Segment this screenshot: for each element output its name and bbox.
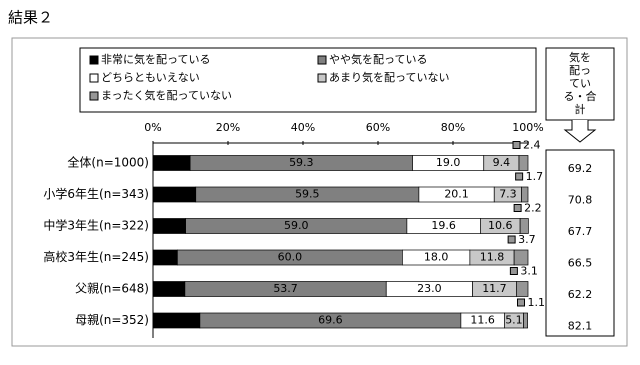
- side-value: 67.7: [568, 225, 593, 238]
- side-value: 69.2: [568, 162, 593, 175]
- value-label: 11.7: [482, 282, 507, 295]
- value-label: 19.6: [431, 219, 456, 232]
- bar-segment: [521, 186, 529, 203]
- value-label: 20.1: [444, 188, 469, 201]
- side-header-line: る・合: [564, 89, 597, 103]
- side-header-line: 配っ: [569, 64, 591, 77]
- value-label: 18.0: [424, 251, 449, 264]
- legend-label: 非常に気を配っている: [101, 52, 210, 66]
- side-value: 66.5: [568, 257, 593, 270]
- legend-swatch: [317, 73, 327, 83]
- value-label: 59.5: [295, 188, 320, 201]
- bar-segment: [519, 218, 529, 234]
- value-label: 3.1: [520, 265, 538, 278]
- x-tick-label: 40%: [291, 121, 315, 134]
- value-label: 9.4: [493, 156, 511, 169]
- value-label: 3.7: [518, 233, 536, 246]
- x-tick-label: 80%: [441, 121, 465, 134]
- legend-swatch: [89, 91, 99, 101]
- category-label: 中学3年生(n=322): [43, 218, 149, 233]
- x-tick-label: 20%: [216, 121, 240, 134]
- value-label: 12.5: [157, 314, 182, 327]
- value-label: 6.5: [157, 251, 175, 264]
- label-marker: [509, 267, 518, 275]
- value-label: 8.5: [157, 282, 175, 295]
- category-label: 小学6年生(n=343): [43, 186, 149, 201]
- side-header-line: てい: [569, 77, 591, 90]
- legend-swatch: [317, 55, 327, 65]
- value-label: 5.1: [505, 314, 523, 327]
- value-label: 1.7: [526, 170, 544, 183]
- category-label: 高校3年生(n=245): [43, 249, 149, 264]
- bar-segment: [513, 249, 529, 266]
- value-label: 2.4: [523, 139, 541, 152]
- frame: [11, 37, 628, 347]
- legend-swatch: [89, 73, 99, 83]
- legend-label: どちらともいえない: [101, 71, 200, 84]
- legend-label: やや気を配っている: [329, 52, 427, 66]
- label-marker: [512, 141, 521, 149]
- side-value: 62.2: [568, 288, 593, 301]
- value-label: 53.7: [273, 282, 298, 295]
- value-label: 2.2: [524, 202, 542, 215]
- value-label: 69.6: [318, 314, 343, 327]
- category-label: 父親(n=648): [75, 282, 149, 296]
- side-header-line: 計: [575, 102, 586, 116]
- x-tick-label: 60%: [366, 121, 390, 134]
- side-header-line: 気を: [569, 50, 591, 64]
- value-label: 60.0: [278, 251, 303, 264]
- value-label: 8.7: [157, 219, 175, 232]
- value-label: 9.9: [157, 156, 175, 169]
- bar-segment: [518, 155, 529, 171]
- value-label: 10.6: [488, 219, 513, 232]
- value-label: 59.0: [284, 219, 309, 232]
- chart-title: 結果２: [8, 9, 53, 27]
- value-label: 11.4: [157, 188, 182, 201]
- value-label: 1.1: [528, 296, 546, 309]
- legend-label: あまり気を配っていない: [329, 70, 449, 84]
- value-label: 7.3: [499, 188, 517, 201]
- side-header-box: [545, 47, 615, 121]
- value-label: 59.3: [289, 156, 314, 169]
- label-marker: [513, 204, 522, 212]
- label-marker: [515, 172, 524, 181]
- label-marker: [517, 298, 525, 307]
- side-value: 82.1: [568, 320, 593, 333]
- side-value: 70.8: [568, 194, 593, 207]
- label-marker: [507, 235, 516, 244]
- bar-segment: [523, 312, 528, 329]
- category-label: 母親(n=352): [75, 313, 149, 327]
- side-values-box: [545, 149, 615, 337]
- category-label: 全体(n=1000): [67, 155, 149, 170]
- value-label: 23.0: [417, 282, 442, 295]
- legend-label: まったく気を配っていない: [101, 88, 232, 102]
- legend-swatch: [89, 55, 99, 65]
- bar-segment: [516, 281, 529, 297]
- arrow: [563, 120, 597, 143]
- x-tick-label: 0%: [144, 121, 161, 134]
- legend-box: [79, 47, 537, 113]
- value-label: 11.6: [470, 314, 495, 327]
- value-label: 11.8: [480, 251, 505, 264]
- value-label: 19.0: [436, 156, 461, 169]
- x-tick-label: 100%: [512, 121, 543, 134]
